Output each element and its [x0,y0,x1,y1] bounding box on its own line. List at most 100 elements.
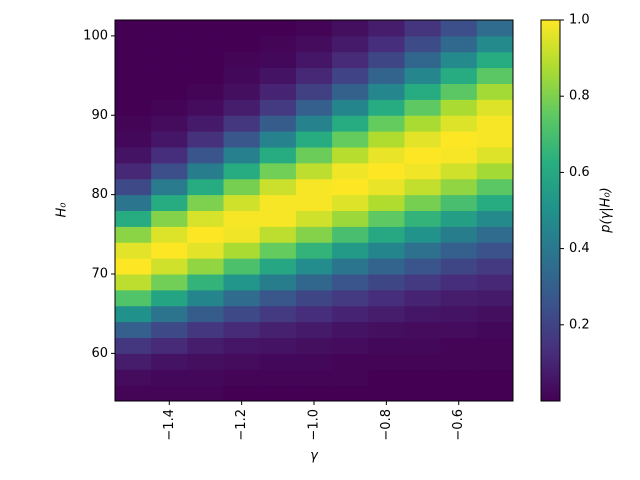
heatmap-cell [368,162,405,180]
heatmap-cell [295,35,333,53]
heatmap-cell [187,178,225,196]
heatmap-cell [187,226,225,243]
heatmap-cell [223,337,261,354]
heatmap-cell [187,67,225,84]
heatmap-cell [332,369,369,386]
heatmap-cell [259,178,297,196]
heatmap-cell [476,385,514,402]
heatmap-cell [151,242,188,259]
heatmap-cell [332,210,369,227]
heatmap-cell [440,147,478,164]
heatmap-cell [368,305,405,323]
heatmap-cell [404,162,442,180]
x-tick-label: −0.6 [451,409,466,441]
heatmap-cell [295,67,333,84]
heatmap-cell [332,258,369,275]
heatmap-cell [151,337,188,354]
heatmap-cell [476,131,514,148]
heatmap-cell [259,210,297,227]
heatmap-cell [476,337,514,354]
heatmap-cell [259,131,297,148]
heatmap-cell [223,353,261,370]
heatmap-cell [295,194,333,211]
heatmap-cell [259,162,297,180]
heatmap-cell [332,67,369,84]
y-tick-label: 90 [91,108,108,123]
heatmap-cell [404,305,442,323]
heatmap-cell [476,369,514,386]
heatmap-cell [259,274,297,291]
heatmap-cell [295,178,333,196]
heatmap-cell [151,131,188,148]
heatmap-cell [259,99,297,116]
heatmap-cell [259,20,297,37]
heatmap-cell [332,305,369,323]
heatmap-cell [476,115,514,132]
heatmap-cell [187,35,225,53]
heatmap-cell [404,353,442,370]
heatmap-cell [223,51,261,69]
heatmap-cell [259,385,297,402]
heatmap-cell [151,305,188,323]
heatmap-cell [404,194,442,211]
heatmap-cell [259,83,297,100]
heatmap-cell [476,51,514,69]
heatmap-cell [187,147,225,164]
heatmap-cell [368,226,405,243]
heatmap-cell [223,115,261,132]
heatmap-cell [223,147,261,164]
heatmap-cell [368,115,405,132]
heatmap-cell [151,369,188,386]
heatmap-cell [259,51,297,69]
heatmap-cell [151,289,188,307]
heatmap-cell [151,162,188,180]
heatmap-cell [187,99,225,116]
heatmap-cell [332,131,369,148]
heatmap-cell [368,353,405,370]
heatmap-cell [223,99,261,116]
heatmap-cell [295,115,333,132]
y-tick-label: 70 [91,267,108,282]
heatmap-cell [440,194,478,211]
heatmap-cell [223,210,261,227]
heatmap-cell [368,147,405,164]
heatmap-cell [115,289,152,307]
heatmap-cell [223,20,261,37]
heatmap-cell [259,147,297,164]
heatmap-cell [404,226,442,243]
heatmap-cell [404,258,442,275]
heatmap-cell [332,385,369,402]
heatmap-cell [404,178,442,196]
heatmap-cell [440,258,478,275]
heatmap-cell [115,67,152,84]
heatmap-cell [259,353,297,370]
heatmap-cell [368,337,405,354]
heatmap-cell [115,321,152,338]
heatmap-cell [259,305,297,323]
heatmap-cell [187,210,225,227]
heatmap-cell [187,51,225,69]
heatmap-cell [440,83,478,100]
heatmap-cell [151,147,188,164]
heatmap-cell [259,35,297,53]
heatmap-cell [440,274,478,291]
heatmap-cell [476,353,514,370]
heatmap-cell [440,321,478,338]
heatmap-cell [476,226,514,243]
heatmap-cell [332,147,369,164]
heatmap-cell [223,385,261,402]
heatmap-cell [440,51,478,69]
heatmap-cell [295,226,333,243]
heatmap-cell [115,369,152,386]
y-tick-label: 80 [91,187,108,202]
heatmap-cell [440,353,478,370]
heatmap-cell [368,274,405,291]
heatmap-cell [187,242,225,259]
heatmap-cell [404,20,442,37]
heatmap-cell [187,385,225,402]
heatmap-cell [440,210,478,227]
heatmap-cell [476,258,514,275]
heatmap-cell [223,258,261,275]
heatmap-cell [187,369,225,386]
